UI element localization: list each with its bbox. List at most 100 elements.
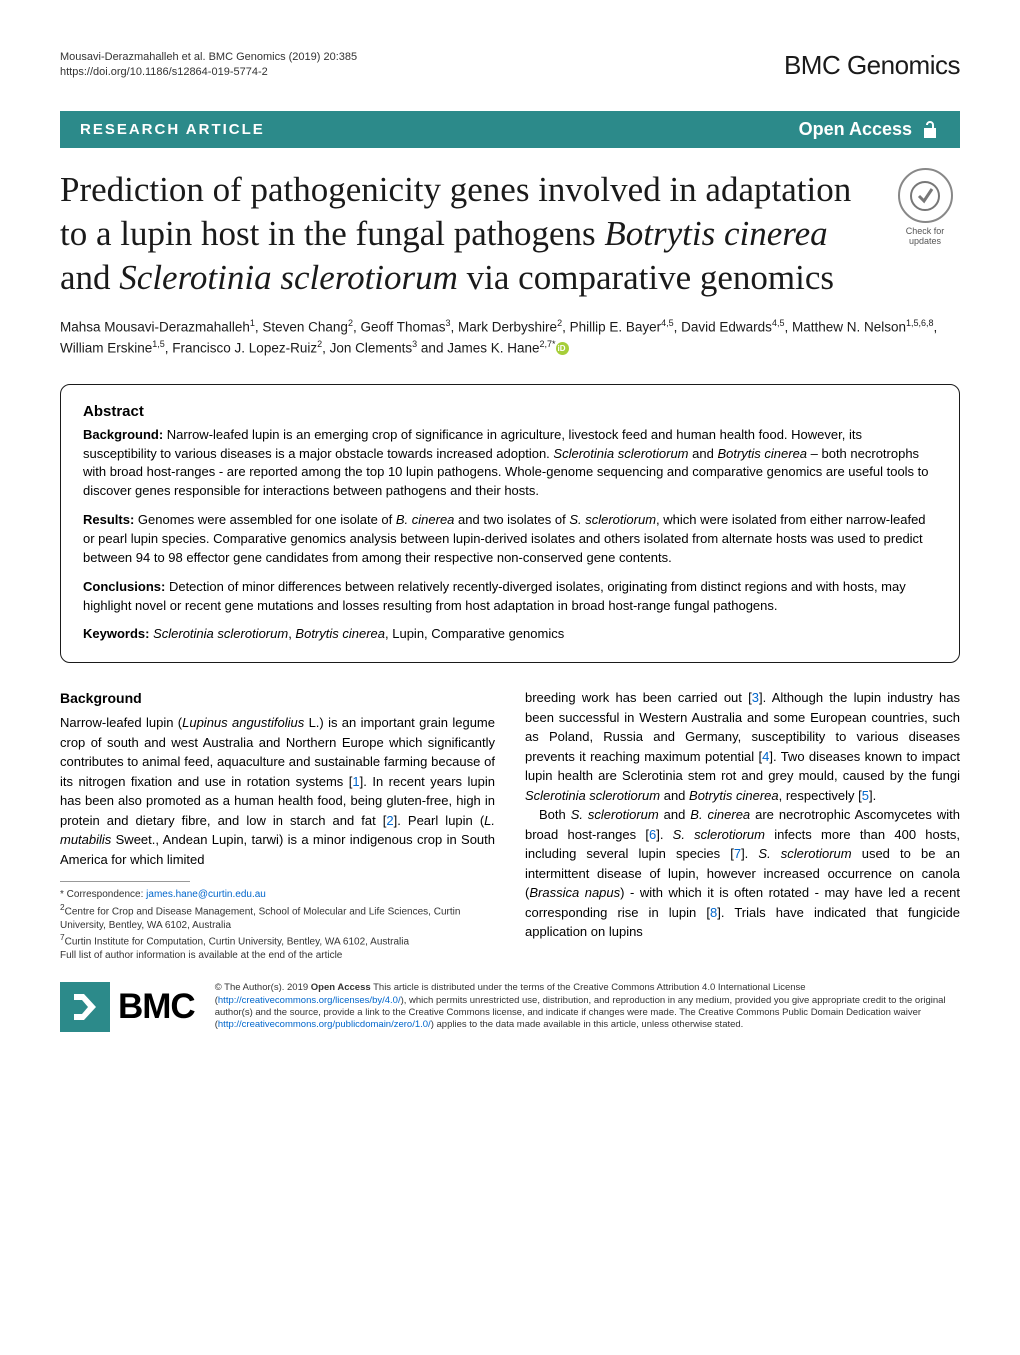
body-italic: S. sclerotiorum: [571, 807, 659, 822]
abstract-conc-label: Conclusions:: [83, 579, 169, 594]
keywords-label: Keywords:: [83, 626, 153, 641]
body-italic: Brassica napus: [529, 885, 620, 900]
citation-ref[interactable]: 3: [752, 690, 759, 705]
lic-link[interactable]: http://creativecommons.org/licenses/by/4…: [218, 995, 401, 1006]
citation-ref[interactable]: 7: [734, 846, 741, 861]
author: Mahsa Mousavi-Derazmahalleh: [60, 320, 250, 335]
keyword-italic: Sclerotinia sclerotiorum: [153, 626, 288, 641]
unlock-icon: [920, 120, 940, 140]
footnote-divider: [60, 881, 190, 882]
affil-text: Centre for Crop and Disease Management, …: [60, 906, 460, 931]
abstract-keywords: Keywords: Sclerotinia sclerotiorum, Botr…: [83, 625, 937, 644]
authors: Mahsa Mousavi-Derazmahalleh1, Steven Cha…: [60, 317, 960, 359]
corr-label: * Correspondence:: [60, 889, 146, 900]
body-text: ].: [869, 788, 876, 803]
bmc-text: BMC: [118, 987, 195, 1027]
author: , Steven Chang: [255, 320, 348, 335]
license-row: BMC © The Author(s). 2019 Open Access Th…: [60, 982, 960, 1032]
correspondence: * Correspondence: james.hane@curtin.edu.…: [60, 888, 495, 902]
author: , Francisco J. Lopez-Ruiz: [165, 341, 317, 356]
body-italic: Botrytis cinerea: [689, 788, 779, 803]
body-italic: S. sclerotiorum: [758, 846, 851, 861]
abstract-box: Abstract Background: Narrow-leafed lupin…: [60, 384, 960, 663]
article-type: RESEARCH ARTICLE: [80, 121, 265, 138]
affil-sup: 2,7*: [540, 339, 556, 349]
abstract-results: Results: Genomes were assembled for one …: [83, 511, 937, 568]
body-text: ].: [656, 827, 672, 842]
right-column: breeding work has been carried out [3]. …: [525, 688, 960, 962]
body-text: breeding work has been carried out [: [525, 690, 752, 705]
doi: https://doi.org/10.1186/s12864-019-5774-…: [60, 65, 357, 80]
body-text: ]. Pearl lupin (: [394, 813, 485, 828]
footnotes: * Correspondence: james.hane@curtin.edu.…: [60, 888, 495, 962]
corr-email[interactable]: james.hane@curtin.edu.au: [146, 889, 266, 900]
body-text: Narrow-leafed lupin (: [60, 715, 182, 730]
author: , Matthew N. Nelson: [784, 320, 906, 335]
body-paragraph: Both S. sclerotiorum and B. cinerea are …: [525, 805, 960, 942]
citation: Mousavi-Derazmahalleh et al. BMC Genomic…: [60, 50, 357, 65]
abstract-text: and two isolates of: [454, 512, 569, 527]
affil-sup: 1,5: [152, 339, 165, 349]
title-post: via comparative genomics: [458, 258, 834, 297]
citation-ref[interactable]: 5: [862, 788, 869, 803]
open-access: Open Access: [799, 119, 940, 140]
abstract-conclusions: Conclusions: Detection of minor differen…: [83, 578, 937, 616]
abstract-italic: S. sclerotiorum: [569, 512, 656, 527]
journal-name: BMC Genomics: [784, 50, 960, 81]
crossmark-icon: [898, 168, 953, 223]
header-left: Mousavi-Derazmahalleh et al. BMC Genomic…: [60, 50, 357, 81]
title-it2: Sclerotinia sclerotiorum: [119, 258, 458, 297]
body-paragraph: Narrow-leafed lupin (Lupinus angustifoli…: [60, 713, 495, 869]
lic-text: ) applies to the data made available in …: [431, 1019, 744, 1030]
title-mid: and: [60, 258, 119, 297]
lic-bold: Open Access: [311, 982, 371, 993]
body-text: ].: [741, 846, 758, 861]
keyword-italic: Botrytis cinerea: [295, 626, 385, 641]
body-italic: Sclerotinia sclerotiorum: [525, 788, 660, 803]
lic-link[interactable]: http://creativecommons.org/publicdomain/…: [218, 1019, 431, 1030]
abstract-text: and: [689, 446, 718, 461]
body-paragraph: breeding work has been carried out [3]. …: [525, 688, 960, 805]
license-text: © The Author(s). 2019 Open Access This a…: [215, 982, 960, 1031]
body-text: and: [659, 807, 691, 822]
crossmark-label: Check for updates: [906, 226, 945, 246]
body-text: , respectively [: [779, 788, 862, 803]
abstract-background: Background: Narrow-leafed lupin is an em…: [83, 426, 937, 501]
affil-text: Curtin Institute for Computation, Curtin…: [65, 936, 409, 947]
abstract-bg-label: Background:: [83, 427, 167, 442]
citation-ref[interactable]: 1: [352, 774, 359, 789]
full-list: Full list of author information is avail…: [60, 949, 495, 963]
affiliation-2: 2Centre for Crop and Disease Management,…: [60, 902, 495, 932]
abstract-text: Genomes were assembled for one isolate o…: [138, 512, 396, 527]
abstract-italic: B. cinerea: [396, 512, 455, 527]
author: , David Edwards: [674, 320, 772, 335]
author: , Phillip E. Bayer: [562, 320, 661, 335]
author: , Mark Derbyshire: [451, 320, 558, 335]
orcid-icon[interactable]: [556, 342, 569, 355]
left-column: Background Narrow-leafed lupin (Lupinus …: [60, 688, 495, 962]
crossmark-badge[interactable]: Check for updates: [890, 168, 960, 247]
title-wrap: Prediction of pathogenicity genes involv…: [60, 168, 960, 299]
article-type-banner: RESEARCH ARTICLE Open Access: [60, 111, 960, 148]
citation-ref[interactable]: 2: [386, 813, 393, 828]
article-title: Prediction of pathogenicity genes involv…: [60, 168, 875, 299]
page: Mousavi-Derazmahalleh et al. BMC Genomic…: [0, 0, 1020, 1062]
body-text: Both: [539, 807, 571, 822]
body-italic: S. sclerotiorum: [673, 827, 765, 842]
header: Mousavi-Derazmahalleh et al. BMC Genomic…: [60, 50, 960, 81]
section-heading: Background: [60, 688, 495, 709]
abstract-res-label: Results:: [83, 512, 138, 527]
author: , Jon Clements: [322, 341, 412, 356]
title-it1: Botrytis cinerea: [604, 214, 827, 253]
body-columns: Background Narrow-leafed lupin (Lupinus …: [60, 688, 960, 962]
lic-text: © The Author(s). 2019: [215, 982, 311, 993]
affil-sup: 4,5: [772, 318, 785, 328]
keyword-text: , Lupin, Comparative genomics: [385, 626, 564, 641]
bmc-logo: BMC: [60, 982, 195, 1032]
abstract-heading: Abstract: [83, 403, 937, 420]
author: , Geoff Thomas: [353, 320, 446, 335]
body-text: and: [660, 788, 689, 803]
open-access-label: Open Access: [799, 119, 912, 140]
body-text: Sweet., Andean Lupin, tarwi) is a minor …: [60, 832, 495, 867]
author: and James K. Hane: [417, 341, 539, 356]
